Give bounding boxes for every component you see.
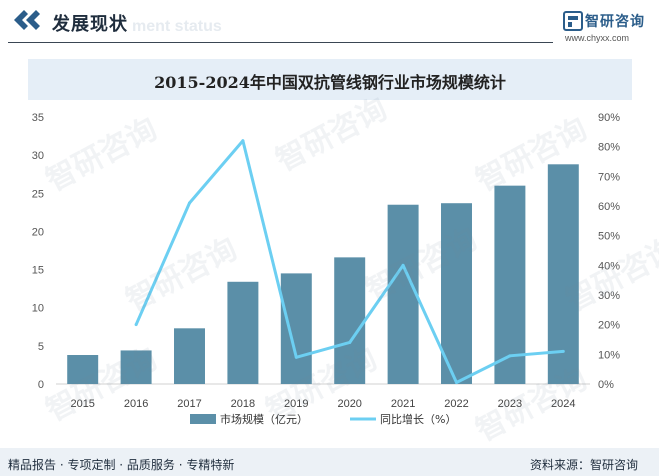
y-left-tick-label: 0 <box>38 379 44 391</box>
footer-tagline: 精品报告 · 专项定制 · 品质服务 · 专精特新 <box>8 458 235 472</box>
x-tick-label: 2018 <box>231 398 255 410</box>
y-right-tick-label: 0% <box>598 379 614 391</box>
y-right-tick-label: 80% <box>598 142 620 154</box>
bar <box>227 281 259 384</box>
y-left-tick-label: 35 <box>32 112 44 124</box>
x-tick-label: 2017 <box>177 398 201 410</box>
brand-name: 智研咨询 <box>585 14 645 30</box>
legend-bar-label: 市场规模（亿元） <box>220 412 308 426</box>
legend-bar-swatch <box>190 414 216 424</box>
y-left-tick-label: 20 <box>32 226 44 238</box>
chart-title: 2015-2024年中国双抗管线钢行业市场规模统计 <box>154 73 506 92</box>
chart: 0 5 10 15 20 25 30 35 0% 10% 20% 30% 40% 50% 60% 70% 80%… <box>32 112 620 426</box>
growth-point <box>455 381 458 385</box>
footer: 精品报告 · 专项定制 · 品质服务 · 专精特新 资料来源：智研咨询 <box>0 448 659 476</box>
y-right-tick-label: 90% <box>598 112 620 124</box>
x-tick-label: 2015 <box>70 398 94 410</box>
growth-point <box>348 340 352 344</box>
growth-point <box>561 349 565 353</box>
y-left-tick-label: 30 <box>32 150 44 162</box>
growth-point <box>134 323 138 327</box>
brand-url: www.chyxx.com <box>565 33 630 43</box>
brand-logo-icon <box>563 11 583 31</box>
x-tick-label: 2024 <box>551 398 575 410</box>
y-right-tick-label: 50% <box>598 231 620 243</box>
header-subtitle: ment status <box>132 18 222 35</box>
bar <box>547 164 579 384</box>
y-right-tick-label: 60% <box>598 201 620 213</box>
y-left-tick-label: 15 <box>32 265 44 277</box>
legend-line-label: 同比增长（%） <box>380 412 456 426</box>
y-right-tick-label: 20% <box>598 320 620 332</box>
double-chevron-icon <box>14 10 40 30</box>
growth-point <box>508 354 512 358</box>
bar <box>494 185 526 384</box>
growth-point <box>188 201 191 205</box>
y-right-tick-label: 70% <box>598 171 620 183</box>
x-tick-label: 2023 <box>498 398 522 410</box>
chart-title-band: 2015-2024年中国双抗管线钢行业市场规模统计 <box>28 59 632 100</box>
y-right-tick-label: 30% <box>598 290 620 302</box>
y-left-tick-label: 10 <box>32 303 44 315</box>
x-tick-label: 2021 <box>391 398 415 410</box>
bar <box>67 355 99 384</box>
header-title: 发展现状 <box>52 14 128 35</box>
growth-point <box>294 355 298 359</box>
bar <box>120 350 152 384</box>
x-tick-label: 2020 <box>337 398 361 410</box>
footer-source: 资料来源：智研咨询 <box>530 458 639 472</box>
brand: 智研咨询 www.chyxx.com <box>563 11 655 45</box>
y-left-tick-label: 5 <box>38 341 44 353</box>
growth-point <box>401 263 405 267</box>
header: ment status 发展现状 智研咨询 www.chyxx.com <box>0 0 659 46</box>
x-tick-label: 2016 <box>124 398 148 410</box>
bar <box>280 273 312 384</box>
y-left-tick-label: 25 <box>32 188 44 200</box>
x-tick-label: 2022 <box>444 398 468 410</box>
bar <box>387 204 419 384</box>
header-rule <box>8 42 553 43</box>
y-right-tick-label: 10% <box>598 349 620 361</box>
bar <box>334 257 366 384</box>
growth-point <box>241 139 245 143</box>
y-right-tick-label: 40% <box>598 260 620 272</box>
bar <box>441 203 472 384</box>
bar <box>174 328 205 384</box>
x-tick-label: 2019 <box>284 398 308 410</box>
